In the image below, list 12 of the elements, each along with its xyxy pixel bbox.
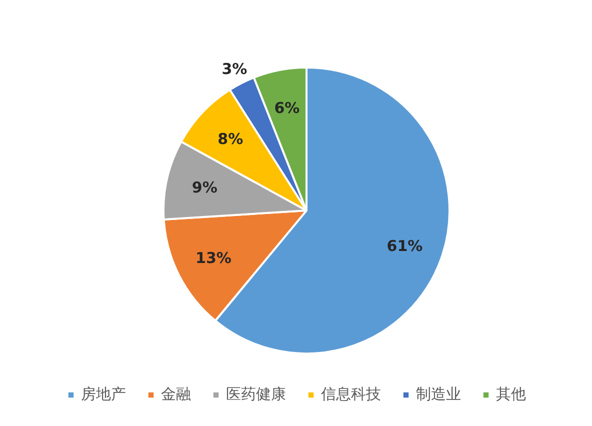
legend-label: 信息科技 bbox=[321, 385, 381, 404]
data-label: 6% bbox=[274, 98, 300, 117]
data-label: 13% bbox=[196, 248, 232, 267]
data-label: 3% bbox=[222, 60, 248, 78]
data-label: 9% bbox=[192, 178, 218, 197]
legend-label: 其他 bbox=[496, 385, 526, 404]
data-label: 61% bbox=[386, 236, 423, 255]
legend-label: 医药健康 bbox=[226, 385, 286, 404]
legend-label: 房地产 bbox=[81, 385, 126, 404]
legend-label: 制造业 bbox=[416, 385, 461, 404]
data-label: 8% bbox=[218, 130, 244, 148]
legend-label: 金融 bbox=[161, 385, 191, 404]
